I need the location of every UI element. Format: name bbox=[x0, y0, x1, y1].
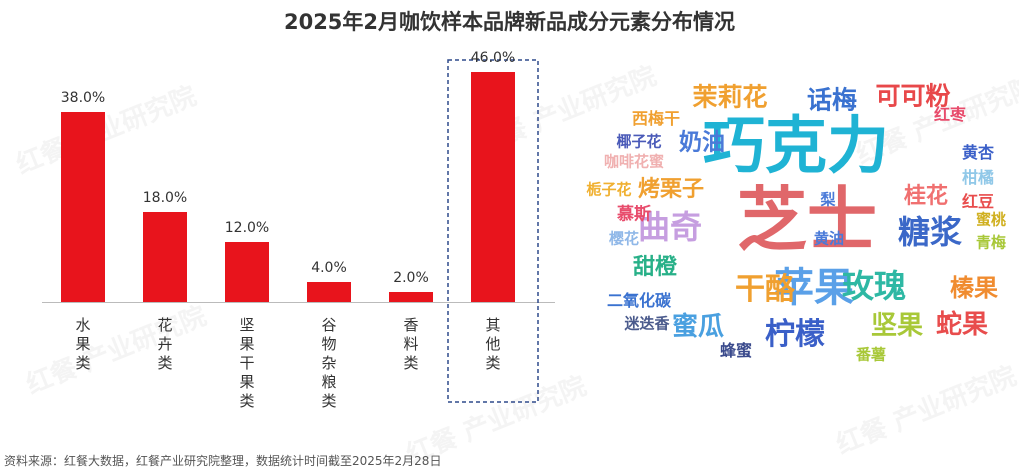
category-label: 谷 bbox=[321, 316, 336, 334]
word-cloud-term: 二氧化碳 bbox=[606, 291, 672, 310]
source-note: 资料来源：红餐大数据，红餐产业研究院整理，数据统计时间截至2025年2月28日 bbox=[4, 454, 442, 468]
word-cloud-term: 甜橙 bbox=[632, 255, 678, 280]
word-cloud-term: 玫瑰 bbox=[841, 267, 907, 305]
word-cloud-term: 黄杏 bbox=[961, 143, 995, 162]
category-label: 杂 bbox=[321, 354, 336, 372]
word-cloud-term: 蜜桃 bbox=[975, 210, 1007, 229]
category-label: 香 bbox=[403, 316, 418, 334]
category-label: 卉 bbox=[157, 335, 172, 353]
word-cloud-term: 蜜瓜 bbox=[671, 312, 725, 342]
word-cloud-term: 咖啡花蜜 bbox=[603, 152, 665, 171]
word-cloud: 巧克力 芝士 曲奇苹果 糖浆干酪 玫瑰 柠檬 茉莉花 话梅 可可粉奶油烤栗子 桂花甜橙榛果蛇果 坚果… bbox=[575, 70, 1019, 370]
word-cloud-term: 梨 bbox=[820, 190, 836, 209]
watermark: 红餐 产业研究院 bbox=[832, 361, 1019, 461]
category-label: 物 bbox=[321, 335, 336, 353]
word-cloud-term: 西梅干 bbox=[631, 109, 681, 128]
word-cloud-term: 糖浆 bbox=[897, 213, 963, 251]
word-cloud-term: 黄油 bbox=[813, 229, 845, 248]
data-label: 2.0% bbox=[393, 270, 429, 286]
category-label: 坚 bbox=[239, 316, 254, 334]
word-cloud-term: 可可粉 bbox=[875, 81, 951, 111]
category-label: 粮 bbox=[321, 373, 336, 391]
bar bbox=[61, 112, 105, 302]
category-label: 类 bbox=[75, 354, 90, 372]
word-cloud-term: 桂花 bbox=[903, 184, 949, 209]
chart-title: 2025年2月咖饮样本品牌新品成分元素分布情况 bbox=[283, 10, 736, 34]
category-label: 料 bbox=[403, 335, 418, 353]
data-label: 38.0% bbox=[61, 90, 105, 106]
word-cloud-term: 茉莉花 bbox=[692, 82, 768, 112]
category-label: 类 bbox=[157, 354, 172, 372]
bar bbox=[143, 212, 187, 302]
word-cloud-term: 红枣 bbox=[933, 105, 967, 124]
category-label: 干 bbox=[239, 354, 254, 372]
data-label: 4.0% bbox=[311, 260, 347, 276]
category-label: 果 bbox=[239, 335, 254, 353]
category-label: 他 bbox=[485, 335, 500, 353]
highlight-box bbox=[447, 59, 539, 403]
category-label: 类 bbox=[321, 392, 336, 410]
word-cloud-term: 奶油 bbox=[679, 129, 725, 156]
word-cloud-term: 椰子花 bbox=[616, 132, 662, 151]
word-cloud-term: 苹果 bbox=[774, 265, 854, 311]
word-cloud-term: 蜂蜜 bbox=[719, 341, 753, 360]
category-label: 果 bbox=[239, 373, 254, 391]
bar bbox=[389, 292, 433, 302]
word-cloud-term: 蛇果 bbox=[935, 310, 989, 340]
category-label: 花 bbox=[157, 316, 172, 334]
word-cloud-term: 樱花 bbox=[608, 229, 640, 248]
category-label: 类 bbox=[485, 354, 500, 372]
word-cloud-term: 番薯 bbox=[855, 345, 887, 364]
bar bbox=[307, 282, 351, 302]
word-cloud-term: 迷迭香 bbox=[624, 314, 670, 333]
word-cloud-term: 曲奇 bbox=[637, 208, 703, 246]
bar bbox=[471, 72, 515, 302]
word-cloud-term: 干酪 bbox=[735, 272, 795, 307]
category-label: 水 bbox=[75, 316, 90, 334]
word-cloud-term: 烤栗子 bbox=[637, 177, 705, 202]
word-cloud-term: 柠檬 bbox=[765, 317, 825, 352]
data-label: 18.0% bbox=[143, 190, 187, 206]
bar bbox=[225, 242, 269, 302]
word-cloud-term: 巧克力 bbox=[702, 109, 890, 182]
category-label: 类 bbox=[239, 392, 254, 410]
category-label: 果 bbox=[75, 335, 90, 353]
word-cloud-term: 榛果 bbox=[950, 274, 998, 302]
word-cloud-term: 柑橘 bbox=[961, 168, 995, 187]
word-cloud-term: 坚果 bbox=[870, 311, 924, 341]
word-cloud-term: 话梅 bbox=[806, 85, 858, 115]
word-cloud-term: 栀子花 bbox=[586, 180, 632, 199]
word-cloud-term: 青梅 bbox=[975, 233, 1007, 252]
category-label: 类 bbox=[403, 354, 418, 372]
word-cloud-term: 红豆 bbox=[961, 192, 995, 211]
word-cloud-term: 芝士 bbox=[737, 179, 877, 261]
word-cloud-term: 慕斯 bbox=[617, 204, 651, 225]
data-label: 46.0% bbox=[471, 50, 515, 66]
bar-chart: 38.0%水果类18.0%花卉类12.0%坚果干果类4.0%谷物杂粮类2.0%香… bbox=[42, 50, 555, 410]
category-label: 其 bbox=[485, 316, 500, 334]
data-label: 12.0% bbox=[225, 220, 269, 236]
